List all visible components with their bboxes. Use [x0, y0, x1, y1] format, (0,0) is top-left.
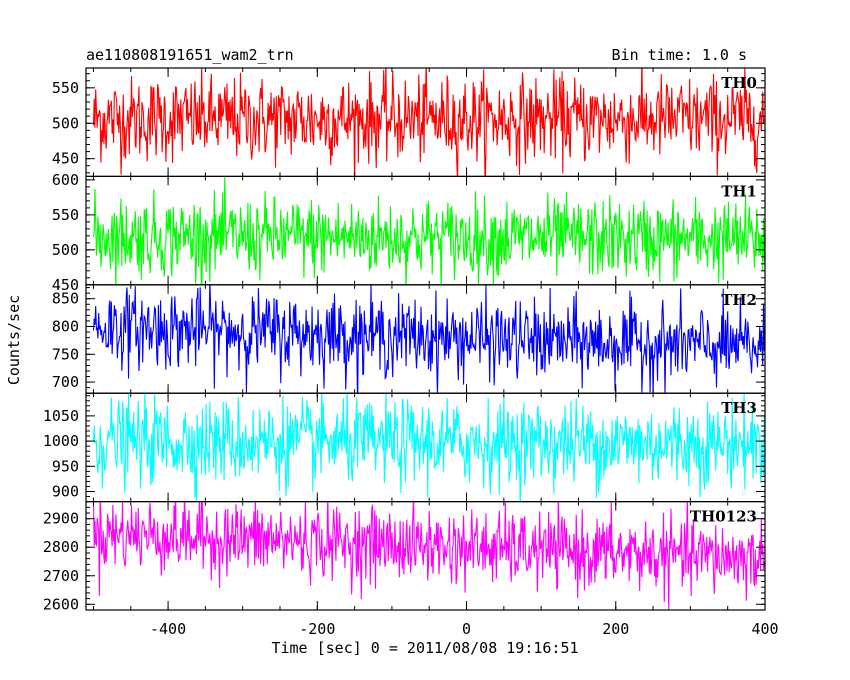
panel-th0: 450 500 550 TH0 — [52, 67, 766, 178]
panel-frame — [85, 501, 766, 611]
y-tick-label: 750 — [52, 345, 79, 363]
panel-label: TH0 — [721, 74, 757, 92]
y-tick-label: 500 — [52, 241, 79, 259]
y-tick-label: 450 — [52, 276, 79, 294]
y-tick-label: 2600 — [43, 595, 79, 613]
y-tick-label: 950 — [52, 457, 79, 475]
y-tick-label: 850 — [52, 290, 79, 308]
y-tick-label: 550 — [52, 79, 79, 97]
y-tick-label: 1050 — [43, 407, 79, 425]
series-line-th0123 — [92, 501, 765, 611]
series-line-th2 — [92, 284, 765, 394]
x-tick-label: 200 — [602, 620, 629, 638]
chart-title-right: Bin time: 1.0 s — [612, 46, 747, 64]
y-tick-label: 700 — [52, 373, 79, 391]
chart-title-left: ae110808191651_wam2_trn — [86, 46, 294, 64]
y-tick-label: 2700 — [43, 567, 79, 585]
series-line-th1 — [92, 176, 765, 285]
y-tick-label: 800 — [52, 317, 79, 335]
y-tick-label: 2800 — [43, 538, 79, 556]
panel-th3: 900 950 1000 1050 TH3 — [43, 392, 766, 503]
y-axis-label: Counts/sec — [5, 295, 23, 385]
panel-label: TH2 — [721, 291, 757, 309]
x-axis: -400 -200 0 200 400 — [150, 620, 779, 638]
panel-th1: 450 500 550 600 TH1 — [52, 171, 766, 294]
x-tick-label: 400 — [751, 620, 778, 638]
panel-label: TH0123 — [690, 508, 757, 526]
panel-th2: 700 750 800 850 TH2 — [52, 284, 766, 394]
panels: 450 500 550 TH0 450 500 550 600 TH1 700 750 800 850 T… — [43, 67, 766, 613]
panel-label: TH1 — [721, 182, 757, 200]
y-tick-label: 450 — [52, 150, 79, 168]
panel-label: TH3 — [721, 399, 757, 417]
y-tick-label: 600 — [52, 171, 79, 189]
x-tick-label: -200 — [299, 620, 335, 638]
x-tick-label: 0 — [462, 620, 471, 638]
x-axis-label: Time [sec] 0 = 2011/08/08 19:16:51 — [271, 639, 578, 657]
y-tick-label: 2900 — [43, 510, 79, 528]
y-tick-label: 550 — [52, 206, 79, 224]
y-tick-label: 900 — [52, 483, 79, 501]
series-line-th3 — [92, 393, 765, 502]
x-tick-label: -400 — [150, 620, 186, 638]
series-line-th0 — [92, 68, 765, 177]
y-tick-label: 1000 — [43, 432, 79, 450]
panel-th0123: 2600 2700 2800 2900 TH0123 — [43, 501, 766, 613]
y-tick-label: 500 — [52, 114, 79, 132]
